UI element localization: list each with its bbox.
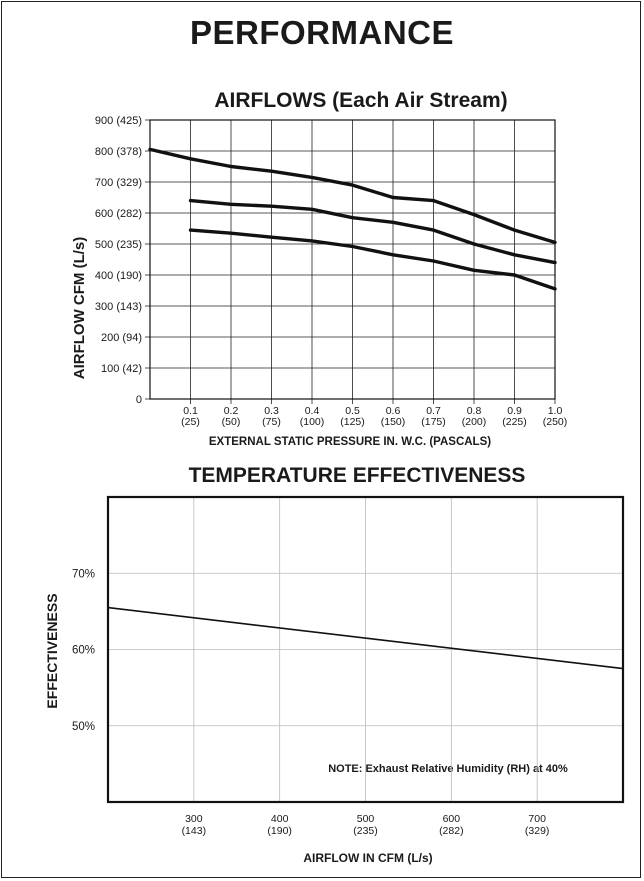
airflow-series-2-line	[188, 198, 557, 265]
airflow-x-tick-label: 0.9	[507, 405, 522, 417]
airflow-x-axis-label: EXTERNAL STATIC PRESSURE IN. W.C. (PASCA…	[209, 436, 491, 448]
airflow-y-tick-label: 100 (42)	[101, 363, 142, 375]
airflow-y-tick-label: 400 (190)	[95, 270, 142, 282]
effectiveness-x-tick-label: 500	[357, 813, 375, 825]
airflow-y-tick-label: 200 (94)	[101, 332, 142, 344]
effectiveness-chart-title: TEMPERATURE EFFECTIVENESS	[189, 464, 526, 487]
effectiveness-y-tick-label: 70%	[72, 568, 95, 580]
airflow-x-tick-sublabel: (50)	[222, 416, 241, 428]
airflow-y-axis-label: AIRFLOW CFM (L/s)	[71, 237, 88, 379]
airflow-x-tick-sublabel: (75)	[262, 416, 281, 428]
airflow-y-tick-label: 300 (143)	[95, 301, 142, 313]
airflow-chart: AIRFLOWS (Each Air Stream) AIRFLOW CFM (…	[71, 89, 568, 448]
effectiveness-note: NOTE: Exhaust Relative Humidity (RH) at …	[328, 763, 568, 775]
effectiveness-y-tick-label: 50%	[72, 721, 95, 733]
airflow-series-1-line	[148, 147, 557, 245]
airflow-x-tick-sublabel: (125)	[340, 416, 365, 428]
effectiveness-chart: TEMPERATURE EFFECTIVENESS EFFECTIVENESS …	[44, 464, 625, 865]
airflow-x-tick-label: 0.6	[386, 405, 401, 417]
airflow-y-tick-label: 900 (425)	[95, 115, 142, 127]
airflow-x-tick-label: 0.5	[345, 405, 360, 417]
airflow-x-tick-sublabel: (225)	[502, 416, 527, 428]
airflow-x-tick-sublabel: (175)	[421, 416, 446, 428]
airflow-y-tick-label: 800 (378)	[95, 146, 142, 158]
airflow-x-tick-sublabel: (100)	[300, 416, 325, 428]
airflow-x-tick-label: 0.7	[426, 405, 441, 417]
airflow-chart-title: AIRFLOWS (Each Air Stream)	[214, 89, 507, 112]
effectiveness-x-tick-sublabel: (282)	[439, 825, 464, 837]
airflow-y-tick-label: 600 (282)	[95, 208, 142, 220]
airflow-plot-frame	[149, 119, 556, 400]
airflow-x-tick-label: 0.4	[305, 405, 320, 417]
airflow-x-tick-sublabel: (200)	[462, 416, 487, 428]
effectiveness-x-tick-sublabel: (190)	[267, 825, 292, 837]
airflow-x-tick-label: 0.8	[467, 405, 482, 417]
airflow-x-tick-label: 0.3	[264, 405, 279, 417]
airflow-series-3-line	[188, 228, 557, 291]
effectiveness-y-axis-label: EFFECTIVENESS	[44, 593, 60, 708]
effectiveness-x-tick-label: 700	[528, 813, 546, 825]
effectiveness-x-tick-label: 400	[271, 813, 289, 825]
effectiveness-x-tick-label: 600	[443, 813, 461, 825]
effectiveness-x-tick-sublabel: (143)	[182, 825, 207, 837]
airflow-x-tick-sublabel: (25)	[181, 416, 200, 428]
airflow-x-tick-label: 1.0	[548, 405, 563, 417]
airflow-y-tick-label: 0	[136, 394, 142, 406]
effectiveness-x-tick-label: 300	[185, 813, 203, 825]
effectiveness-x-axis-label: AIRFLOW IN CFM (L/s)	[303, 851, 432, 865]
airflow-x-tick-sublabel: (150)	[381, 416, 406, 428]
effectiveness-x-tick-sublabel: (329)	[525, 825, 550, 837]
effectiveness-y-tick-label: 60%	[72, 645, 95, 657]
airflow-y-tick-label: 500 (235)	[95, 239, 142, 251]
airflow-x-tick-label: 0.1	[183, 405, 198, 417]
effectiveness-series-1-line	[107, 606, 624, 670]
airflow-x-tick-sublabel: (250)	[543, 416, 568, 428]
effectiveness-plot-frame	[106, 495, 625, 804]
airflow-x-tick-label: 0.2	[224, 405, 239, 417]
effectiveness-x-tick-sublabel: (235)	[353, 825, 378, 837]
airflow-y-tick-label: 700 (329)	[95, 177, 142, 189]
page-title: PERFORMANCE	[189, 14, 454, 51]
